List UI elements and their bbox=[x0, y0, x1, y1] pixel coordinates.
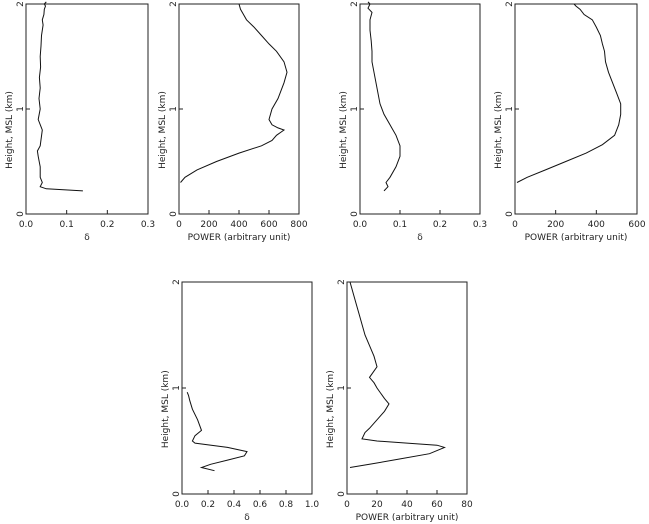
profile-line bbox=[516, 3, 622, 183]
profile-line bbox=[349, 281, 446, 468]
x-tick-label: 20 bbox=[371, 500, 383, 510]
x-tick-label: 0 bbox=[344, 500, 350, 510]
y-tick-label: 1 bbox=[169, 106, 179, 112]
profile-line bbox=[367, 1, 401, 192]
y-tick-label: 2 bbox=[350, 1, 360, 7]
x-tick-label: 0.1 bbox=[393, 220, 407, 230]
y-tick-label: 0 bbox=[16, 211, 26, 217]
y-tick-label: 1 bbox=[505, 106, 515, 112]
profile-line bbox=[186, 392, 248, 472]
y-tick-label: 0 bbox=[169, 211, 179, 217]
y-tick-label: 1 bbox=[350, 106, 360, 112]
x-tick-label: 0.6 bbox=[253, 500, 268, 510]
x-tick-label: 600 bbox=[628, 220, 645, 230]
x-tick-label: 400 bbox=[588, 220, 605, 230]
y-tick-label: 2 bbox=[505, 1, 515, 7]
plot-frame bbox=[359, 3, 481, 215]
y-axis-label: Height, MSL (km) bbox=[494, 91, 504, 169]
chart-panel-4: 0 200 400 600 0 1 2 POWER (arbitrary unit) Heigh… bbox=[494, 1, 646, 243]
y-tick-label: 2 bbox=[16, 1, 26, 7]
x-axis-label: POWER (arbitrary unit) bbox=[525, 233, 628, 243]
x-tick-label: 0.8 bbox=[279, 500, 294, 510]
y-axis-label: Height, MSL (km) bbox=[161, 370, 171, 448]
x-tick-label: 0.1 bbox=[60, 220, 74, 230]
x-tick-label: 1.0 bbox=[305, 500, 320, 510]
x-tick-label: 0.3 bbox=[141, 220, 155, 230]
y-tick-label: 1 bbox=[16, 106, 26, 112]
y-axis-label: Height, MSL (km) bbox=[339, 91, 349, 169]
chart-panel-6: 0 20 40 60 80 0 1 2 POWER (arbitrary unit) Height… bbox=[326, 279, 473, 523]
x-tick-label: 0.2 bbox=[433, 220, 447, 230]
plot-frame bbox=[178, 3, 300, 215]
x-tick-label: 0.2 bbox=[100, 220, 114, 230]
y-axis-label: Height, MSL (km) bbox=[326, 370, 336, 448]
x-tick-label: 0.4 bbox=[227, 500, 242, 510]
y-tick-label: 0 bbox=[505, 211, 515, 217]
x-tick-label: 600 bbox=[260, 220, 277, 230]
x-tick-label: 40 bbox=[401, 500, 413, 510]
x-tick-label: 200 bbox=[200, 220, 217, 230]
x-axis-label: δ bbox=[417, 233, 423, 243]
x-tick-label: 800 bbox=[290, 220, 307, 230]
y-tick-label: 2 bbox=[169, 1, 179, 7]
plot-frame bbox=[514, 3, 638, 215]
chart-panel-3: 0.0 0.1 0.2 0.3 0 1 2 δ Height, MSL (km) bbox=[339, 1, 487, 243]
y-tick-label: 1 bbox=[337, 385, 347, 391]
x-axis-label: δ bbox=[244, 513, 250, 523]
y-tick-label: 0 bbox=[337, 491, 347, 497]
plot-frame bbox=[25, 3, 149, 215]
plot-frame bbox=[181, 281, 313, 495]
plot-frame bbox=[346, 281, 468, 495]
x-tick-label: 0.2 bbox=[201, 500, 215, 510]
x-axis-label: POWER (arbitrary unit) bbox=[188, 233, 291, 243]
x-tick-label: 0.0 bbox=[353, 220, 368, 230]
x-axis-label: δ bbox=[84, 233, 90, 243]
x-tick-label: 0.0 bbox=[19, 220, 34, 230]
x-tick-label: 400 bbox=[230, 220, 247, 230]
chart-panel-1: 0.0 0.1 0.2 0.3 0 1 2 δ Height, MSL (km) bbox=[5, 1, 155, 243]
x-tick-label: 0 bbox=[512, 220, 518, 230]
x-tick-label: 80 bbox=[461, 500, 473, 510]
x-tick-label: 0 bbox=[176, 220, 182, 230]
x-tick-label: 60 bbox=[431, 500, 443, 510]
chart-panel-5: 0.0 0.2 0.4 0.6 0.8 1.0 0 1 2 δ Height, MSL (km) bbox=[161, 279, 319, 523]
x-axis-label: POWER (arbitrary unit) bbox=[356, 513, 459, 523]
x-tick-label: 0.3 bbox=[473, 220, 487, 230]
y-tick-label: 2 bbox=[337, 279, 347, 285]
y-axis-label: Height, MSL (km) bbox=[158, 91, 168, 169]
y-axis-label: Height, MSL (km) bbox=[5, 91, 15, 169]
x-tick-label: 200 bbox=[547, 220, 564, 230]
profile-line bbox=[180, 3, 288, 183]
x-tick-label: 0.0 bbox=[175, 500, 190, 510]
y-tick-label: 1 bbox=[172, 385, 182, 391]
y-tick-label: 0 bbox=[350, 211, 360, 217]
chart-panel-2: 0 200 400 600 800 0 1 2 POWER (arbitrary unit) He… bbox=[158, 1, 308, 243]
y-tick-label: 0 bbox=[172, 491, 182, 497]
y-tick-label: 2 bbox=[172, 279, 182, 285]
profile-line bbox=[36, 1, 83, 192]
